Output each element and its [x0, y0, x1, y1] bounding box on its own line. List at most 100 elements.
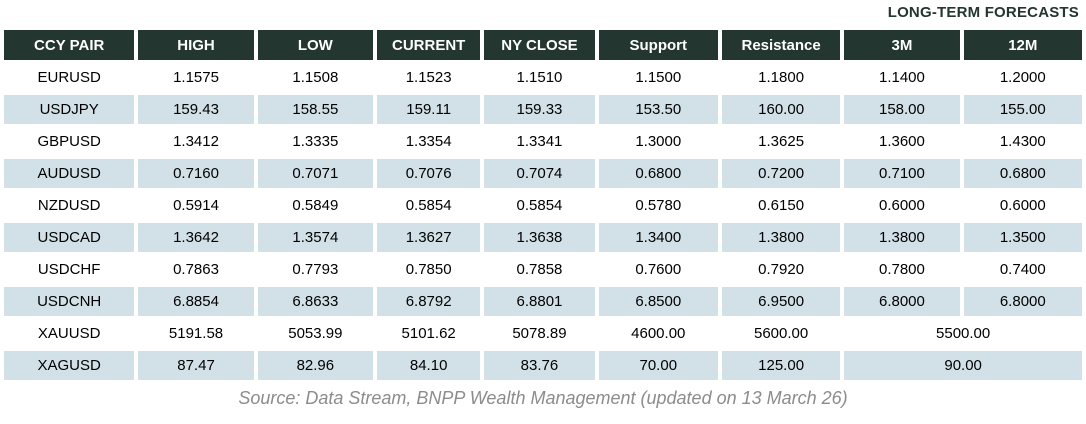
value-cell: 6.8801 — [484, 287, 595, 316]
value-cell: 0.7400 — [963, 255, 1082, 284]
value-cell: 160.00 — [721, 95, 841, 124]
value-cell: 1.4300 — [963, 127, 1082, 156]
value-cell: 1.3625 — [721, 127, 841, 156]
value-cell: 0.7100 — [844, 159, 960, 188]
value-cell: 5500.00 — [844, 319, 1082, 348]
value-cell: 158.00 — [844, 95, 960, 124]
value-cell: 153.50 — [598, 95, 718, 124]
value-cell: 0.7800 — [844, 255, 960, 284]
value-cell: 6.8000 — [963, 287, 1082, 316]
value-cell: 0.5849 — [257, 191, 374, 220]
value-cell: 1.3638 — [484, 223, 595, 252]
value-cell: 1.3600 — [844, 127, 960, 156]
value-cell: 87.47 — [138, 351, 254, 380]
ccy-pair-cell: GBPUSD — [4, 127, 135, 156]
column-header: NY CLOSE — [484, 30, 595, 60]
value-cell: 84.10 — [377, 351, 481, 380]
value-cell: 82.96 — [257, 351, 374, 380]
value-cell: 159.43 — [138, 95, 254, 124]
long-term-forecasts-label: LONG-TERM FORECASTS — [887, 4, 1079, 21]
value-cell: 0.7200 — [721, 159, 841, 188]
value-cell: 0.7160 — [138, 159, 254, 188]
ccy-pair-cell: AUDUSD — [4, 159, 135, 188]
value-cell: 0.7600 — [598, 255, 718, 284]
table-row: NZDUSD 0.5914 0.5849 0.5854 0.5854 0.5780 0.61… — [4, 191, 1082, 220]
value-cell: 0.7850 — [377, 255, 481, 284]
value-cell: 1.1800 — [721, 63, 841, 92]
value-cell: 90.00 — [844, 351, 1082, 380]
value-cell: 0.5854 — [377, 191, 481, 220]
table-row: GBPUSD 1.3412 1.3335 1.3354 1.3341 1.3000 1.36… — [4, 127, 1082, 156]
source-caption: Source: Data Stream, BNPP Wealth Managem… — [238, 388, 848, 408]
value-cell: 1.3400 — [598, 223, 718, 252]
value-cell: 0.5914 — [138, 191, 254, 220]
value-cell: 5101.62 — [377, 319, 481, 348]
fx-forecast-table: CCY PAIR HIGH LOW CURRENT NY CLOSE Support Res… — [0, 27, 1086, 383]
value-cell: 1.1575 — [138, 63, 254, 92]
value-cell: 6.8500 — [598, 287, 718, 316]
column-header: HIGH — [138, 30, 254, 60]
value-cell: 0.6000 — [963, 191, 1082, 220]
value-cell: 0.5780 — [598, 191, 718, 220]
value-cell: 5191.58 — [138, 319, 254, 348]
column-header: 3M — [844, 30, 960, 60]
value-cell: 1.3354 — [377, 127, 481, 156]
value-cell: 5053.99 — [257, 319, 374, 348]
table-row: XAUUSD 5191.58 5053.99 5101.62 5078.89 4600.0… — [4, 319, 1082, 348]
table-body: EURUSD 1.1575 1.1508 1.1523 1.1510 1.1500 1.18… — [4, 63, 1082, 380]
value-cell: 1.3341 — [484, 127, 595, 156]
value-cell: 1.3574 — [257, 223, 374, 252]
column-header: CCY PAIR — [4, 30, 135, 60]
value-cell: 1.1400 — [844, 63, 960, 92]
value-cell: 70.00 — [598, 351, 718, 380]
value-cell: 4600.00 — [598, 319, 718, 348]
value-cell: 1.3627 — [377, 223, 481, 252]
value-cell: 159.33 — [484, 95, 595, 124]
value-cell: 6.9500 — [721, 287, 841, 316]
table-row: AUDUSD 0.7160 0.7071 0.7076 0.7074 0.6800 0.72… — [4, 159, 1082, 188]
table-row: USDJPY 159.43 158.55 159.11 159.33 153.50 160.… — [4, 95, 1082, 124]
value-cell: 5600.00 — [721, 319, 841, 348]
column-header: CURRENT — [377, 30, 481, 60]
value-cell: 1.1510 — [484, 63, 595, 92]
table-row: XAGUSD 87.47 82.96 84.10 83.76 70.00 125.00 90.… — [4, 351, 1082, 380]
value-cell: 155.00 — [963, 95, 1082, 124]
value-cell: 6.8000 — [844, 287, 960, 316]
value-cell: 0.6800 — [598, 159, 718, 188]
header-row: CCY PAIR HIGH LOW CURRENT NY CLOSE Support Res… — [4, 30, 1082, 60]
ccy-pair-cell: EURUSD — [4, 63, 135, 92]
value-cell: 5078.89 — [484, 319, 595, 348]
value-cell: 6.8792 — [377, 287, 481, 316]
value-cell: 1.1523 — [377, 63, 481, 92]
value-cell: 0.7920 — [721, 255, 841, 284]
ccy-pair-cell: USDCAD — [4, 223, 135, 252]
ccy-pair-cell: USDCHF — [4, 255, 135, 284]
ccy-pair-cell: USDCNH — [4, 287, 135, 316]
value-cell: 1.3335 — [257, 127, 374, 156]
value-cell: 0.5854 — [484, 191, 595, 220]
ccy-pair-cell: XAGUSD — [4, 351, 135, 380]
value-cell: 1.3412 — [138, 127, 254, 156]
value-cell: 6.8633 — [257, 287, 374, 316]
value-cell: 125.00 — [721, 351, 841, 380]
value-cell: 1.2000 — [963, 63, 1082, 92]
value-cell: 0.7071 — [257, 159, 374, 188]
value-cell: 1.3800 — [844, 223, 960, 252]
table-row: EURUSD 1.1575 1.1508 1.1523 1.1510 1.1500 1.18… — [4, 63, 1082, 92]
value-cell: 0.6800 — [963, 159, 1082, 188]
value-cell: 159.11 — [377, 95, 481, 124]
table-row: USDCNH 6.8854 6.8633 6.8792 6.8801 6.8500 6.95… — [4, 287, 1082, 316]
value-cell: 0.7863 — [138, 255, 254, 284]
value-cell: 0.7074 — [484, 159, 595, 188]
value-cell: 1.3500 — [963, 223, 1082, 252]
ccy-pair-cell: XAUUSD — [4, 319, 135, 348]
value-cell: 1.1508 — [257, 63, 374, 92]
value-cell: 1.3642 — [138, 223, 254, 252]
value-cell: 158.55 — [257, 95, 374, 124]
ccy-pair-cell: NZDUSD — [4, 191, 135, 220]
column-header: LOW — [257, 30, 374, 60]
column-header: Resistance — [721, 30, 841, 60]
value-cell: 0.6000 — [844, 191, 960, 220]
value-cell: 0.6150 — [721, 191, 841, 220]
